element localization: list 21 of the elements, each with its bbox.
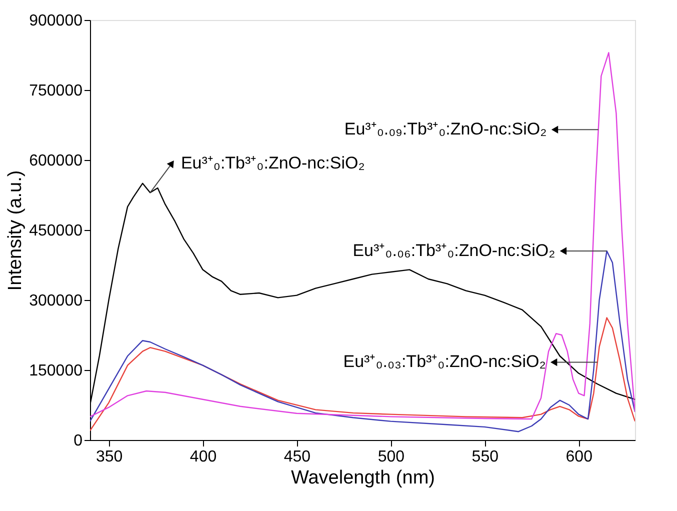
- y-tick-label: 900000: [29, 12, 83, 30]
- y-axis-title: Intensity (a.u.): [5, 170, 26, 291]
- x-tick-label: 500: [378, 448, 405, 466]
- line-series: [90, 52, 635, 420]
- y-tick-label: 150000: [29, 362, 83, 380]
- x-tick-label: 450: [284, 448, 311, 466]
- x-tick-label: 550: [472, 448, 499, 466]
- x-tick-label: 600: [566, 448, 593, 466]
- x-tick-label: 400: [190, 448, 217, 466]
- y-tick-label: 300000: [29, 292, 83, 310]
- y-tick-label: 600000: [29, 152, 83, 170]
- annotation: Eu³⁺₀.₀₆:Tb³⁺₀:ZnO-nc:SiO₂: [352, 241, 556, 260]
- y-tick-label: 750000: [29, 82, 83, 100]
- annotation: Eu³⁺₀.₀₃:Tb³⁺₀:ZnO-nc:SiO₂: [343, 352, 546, 372]
- x-tick-label: 350: [96, 448, 123, 466]
- line-series: [90, 317, 635, 432]
- y-tick-label: 450000: [29, 222, 83, 240]
- annotation: Eu³⁺₀.₀₉:Tb³⁺₀:ZnO-nc:SiO₂: [344, 120, 547, 139]
- annotation: Eu³⁺₀:Tb³⁺₀:ZnO-nc:SiO₂: [180, 153, 365, 172]
- y-tick-label: 0: [74, 432, 83, 450]
- x-axis-title: Wavelength (nm): [291, 468, 435, 488]
